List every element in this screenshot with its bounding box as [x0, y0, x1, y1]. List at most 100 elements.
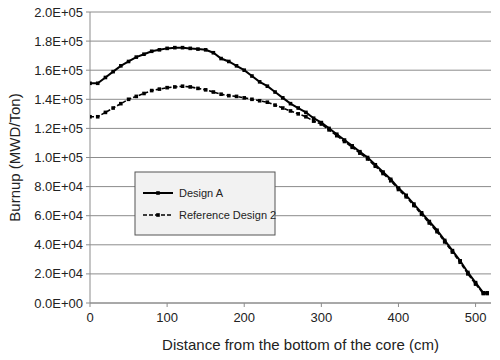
series-marker	[90, 115, 92, 119]
y-tick-label: 2.0E+04	[34, 266, 83, 281]
series-marker	[343, 140, 347, 144]
series-marker	[304, 115, 308, 119]
legend-box	[135, 172, 275, 235]
x-tick	[398, 303, 399, 307]
series-marker	[111, 70, 115, 74]
x-tick-label: 100	[156, 310, 178, 325]
y-tick	[86, 157, 90, 158]
series-marker	[320, 122, 324, 126]
series-marker	[142, 52, 146, 56]
series-marker	[111, 106, 115, 110]
x-tick	[475, 303, 476, 307]
series-marker	[296, 106, 300, 110]
series-marker	[250, 98, 254, 102]
grid-line	[90, 273, 491, 274]
grid-line	[90, 70, 491, 71]
series-marker	[119, 64, 123, 68]
grid-line	[90, 99, 491, 100]
y-tick	[86, 303, 90, 304]
series-marker	[389, 179, 393, 183]
legend-marker	[156, 213, 160, 217]
series-marker	[134, 55, 138, 59]
series-marker	[219, 92, 223, 96]
series-marker	[158, 87, 162, 91]
y-axis-label: Burnup (MWD/Ton)	[6, 93, 23, 221]
series-marker	[266, 100, 270, 104]
series-marker	[289, 109, 293, 113]
series-marker	[481, 292, 485, 296]
x-axis	[90, 303, 491, 304]
x-tick-label: 0	[86, 310, 93, 325]
series-marker	[485, 292, 489, 296]
y-tick-label: 1.8E+05	[34, 34, 83, 49]
y-tick-label: 6.0E+04	[34, 208, 83, 223]
y-tick	[86, 99, 90, 100]
y-tick	[86, 12, 90, 13]
series-marker	[227, 94, 231, 98]
y-tick	[86, 128, 90, 129]
series-marker	[266, 84, 270, 88]
grid-line	[90, 303, 491, 304]
y-tick	[86, 186, 90, 187]
chart: 0.0E+002.0E+044.0E+046.0E+048.0E+041.0E+…	[0, 0, 500, 360]
grid-line	[90, 244, 491, 245]
series-marker	[474, 282, 478, 286]
series-marker	[235, 95, 239, 99]
y-tick-label: 1.4E+05	[34, 92, 83, 107]
series-marker	[420, 212, 424, 216]
series-marker	[142, 92, 146, 96]
series-marker	[289, 102, 293, 106]
series-marker	[104, 76, 108, 80]
series-marker	[242, 96, 246, 100]
series-marker	[374, 164, 378, 168]
legend-label: Design A	[179, 187, 224, 199]
series-marker	[127, 98, 131, 102]
series-marker	[181, 84, 185, 88]
x-tick	[244, 303, 245, 307]
series-marker	[150, 89, 154, 93]
legend-marker	[156, 191, 160, 195]
y-tick	[86, 244, 90, 245]
series-marker	[458, 260, 462, 264]
series-marker	[397, 188, 401, 192]
series-marker	[281, 96, 285, 100]
y-tick	[86, 273, 90, 274]
grid-line	[90, 12, 491, 13]
series-marker	[165, 86, 169, 90]
series-marker	[304, 111, 308, 115]
series-marker	[158, 48, 162, 52]
y-tick	[86, 70, 90, 71]
y-tick-label: 8.0E+04	[34, 179, 83, 194]
y-tick	[86, 41, 90, 42]
series-marker	[404, 195, 408, 199]
y-tick	[86, 215, 90, 216]
series-marker	[281, 106, 285, 110]
series-marker	[327, 128, 331, 132]
x-tick	[167, 303, 168, 307]
legend: Design A Reference Design 2	[135, 172, 276, 235]
grid-line	[90, 41, 491, 42]
y-tick-label: 1.0E+05	[34, 150, 83, 165]
series-marker	[485, 291, 489, 295]
series-marker	[358, 151, 362, 155]
y-axis	[90, 12, 91, 303]
legend-label: Reference Design 2	[179, 209, 276, 221]
series-marker	[366, 157, 370, 161]
series-line	[90, 86, 487, 293]
x-tick-label: 500	[465, 310, 487, 325]
x-tick	[321, 303, 322, 307]
y-tick-label: 2.0E+05	[34, 5, 83, 20]
series-marker	[335, 134, 339, 138]
series-marker	[204, 48, 208, 52]
series-marker	[188, 85, 192, 89]
series-marker	[250, 74, 254, 78]
series-marker	[350, 146, 354, 150]
x-tick	[90, 303, 91, 307]
series-marker	[212, 51, 216, 55]
series-marker	[134, 95, 138, 99]
x-axis-label: Distance from the bottom of the core (cm…	[162, 336, 439, 353]
series-marker	[104, 111, 108, 115]
grid-line	[90, 157, 491, 158]
legend-line	[143, 192, 173, 194]
series-marker	[196, 47, 200, 51]
